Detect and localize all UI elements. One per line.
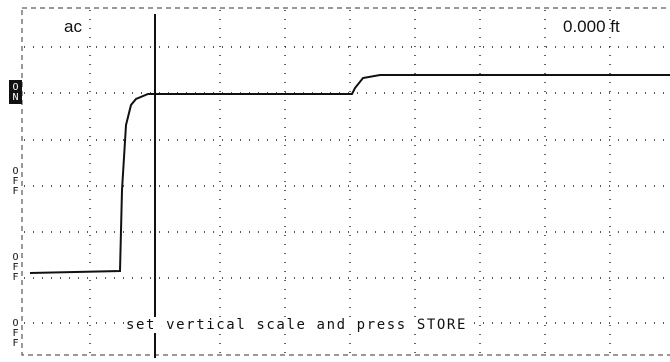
mode-label: ac xyxy=(64,17,82,36)
status-message: set vertical scale and press STORE xyxy=(124,317,469,333)
off-label: OFF xyxy=(10,318,21,348)
on-label: ON xyxy=(9,80,22,104)
off-label: OFF xyxy=(10,252,21,282)
trace xyxy=(29,74,670,274)
distance-readout: 0.000 ft xyxy=(563,17,620,36)
display-border xyxy=(21,7,670,356)
off-label: OFF xyxy=(10,166,21,196)
dotted-grid xyxy=(24,10,670,355)
